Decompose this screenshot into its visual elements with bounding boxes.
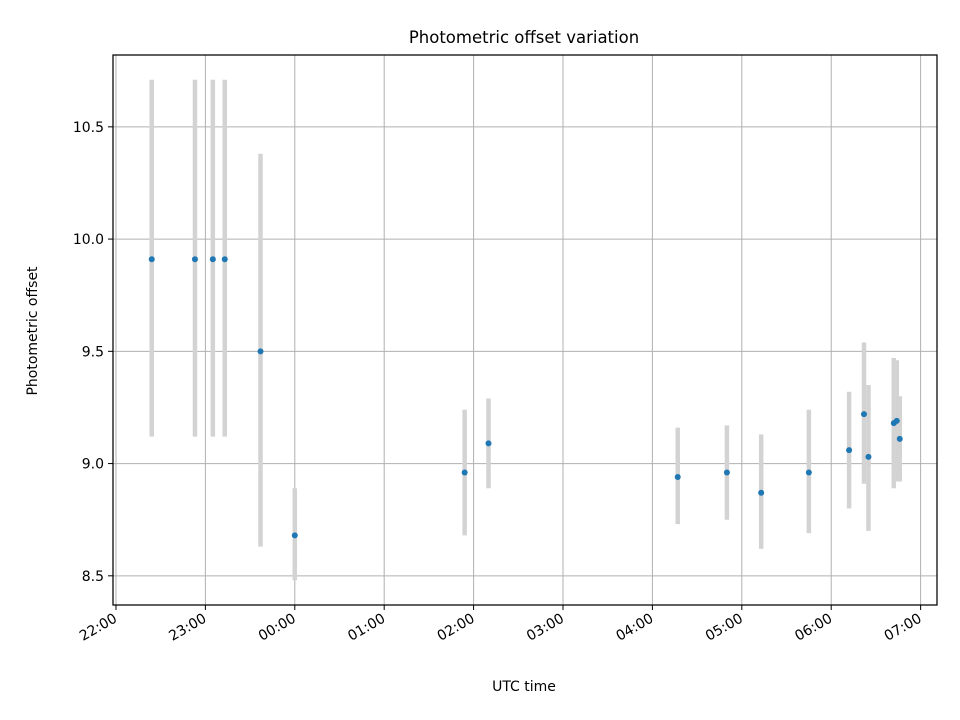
x-axis-label: UTC time: [492, 679, 556, 695]
data-point: [805, 469, 812, 476]
data-point: [209, 256, 216, 263]
data-point: [846, 447, 853, 454]
data-point: [291, 532, 298, 539]
chart-title: Photometric offset variation: [409, 28, 639, 47]
y-axis-label: Photometric offset: [25, 266, 41, 396]
data-points: [148, 256, 903, 539]
y-tick-label: 10.5: [73, 120, 104, 136]
y-tick-label: 10.0: [73, 232, 104, 248]
data-point: [758, 489, 765, 496]
data-point: [148, 256, 155, 263]
data-point: [191, 256, 198, 263]
data-point: [461, 469, 468, 476]
y-tick-label: 9.5: [82, 344, 104, 360]
data-point: [865, 453, 872, 460]
data-point: [221, 256, 228, 263]
axes-frame: [112, 54, 938, 606]
y-tick-label: 8.5: [82, 569, 104, 585]
y-tick-label: 9.0: [82, 457, 104, 473]
data-point: [257, 348, 264, 355]
data-point: [723, 469, 730, 476]
data-point: [485, 440, 492, 447]
data-point: [674, 474, 681, 481]
data-point: [860, 411, 867, 418]
data-point: [896, 435, 903, 442]
grid-lines: [113, 55, 937, 605]
data-point: [893, 417, 900, 424]
